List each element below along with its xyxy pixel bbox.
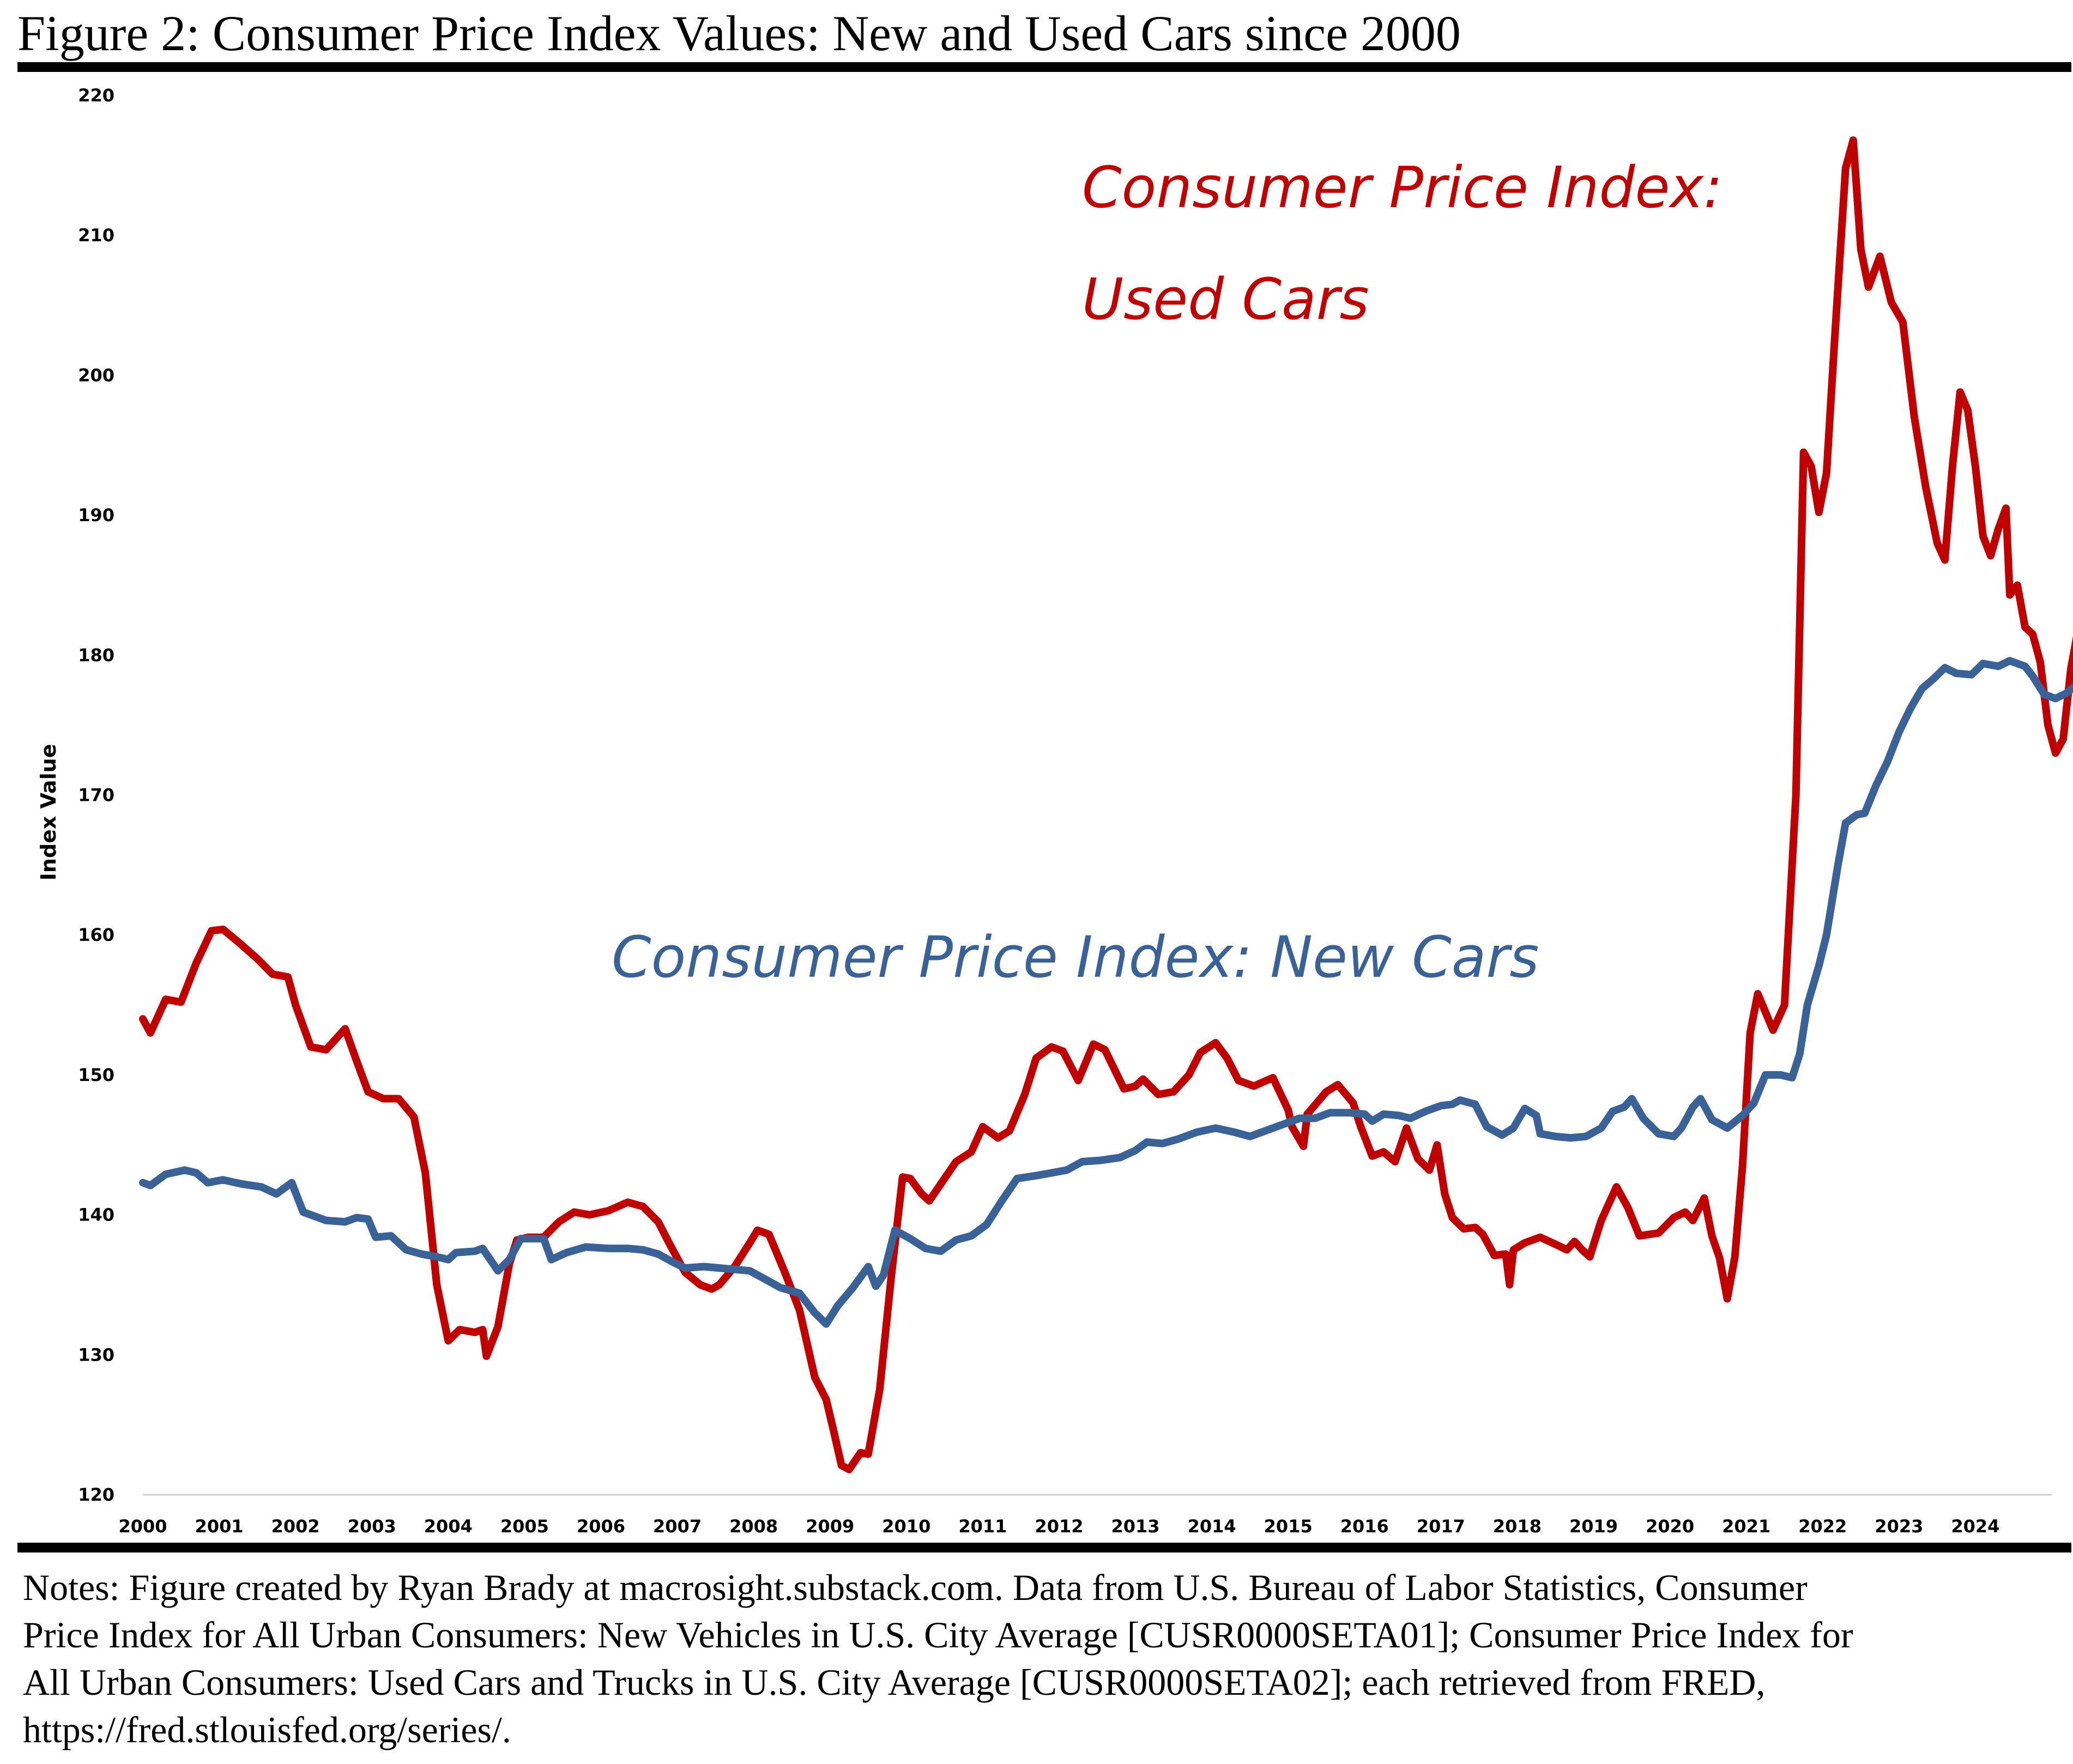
x-tick-label: 2023 (1875, 1516, 1923, 1537)
y-tick-label: 130 (78, 1344, 114, 1365)
y-tick-label: 200 (78, 365, 114, 385)
x-axis-ticks: 2000 2001 2002 2003 2004 2005 2006 2007 2008 2009… (118, 1516, 1999, 1537)
x-tick-label: 2002 (271, 1516, 320, 1537)
new-cars-series-line (139, 657, 2073, 1328)
y-tick-label: 220 (78, 85, 114, 106)
x-tick-label: 2011 (958, 1516, 1007, 1537)
x-tick-label: 2024 (1951, 1516, 1999, 1537)
x-tick-label: 2007 (653, 1516, 702, 1537)
y-axis-title: Index Value (37, 744, 61, 881)
x-tick-label: 2010 (882, 1516, 930, 1537)
y-tick-label: 160 (78, 925, 114, 945)
used-cars-annotation-line-1: Consumer Price Index: (1082, 154, 1723, 221)
x-tick-label: 2004 (424, 1516, 473, 1537)
x-tick-label: 2006 (577, 1516, 625, 1537)
x-tick-label: 2008 (729, 1516, 778, 1537)
y-axis-ticks: 120 130 140 150 160 170 180 190 200 210 220 (78, 85, 114, 1505)
y-tick-label: 190 (78, 505, 114, 525)
y-tick-label: 210 (78, 225, 114, 246)
x-tick-label: 2022 (1798, 1516, 1847, 1537)
x-tick-label: 2012 (1035, 1516, 1083, 1537)
notes-line-3: All Urban Consumers: Used Cars and Truck… (23, 1662, 1766, 1703)
x-tick-label: 2000 (118, 1516, 167, 1537)
x-tick-label: 2009 (806, 1516, 854, 1537)
x-tick-label: 2019 (1569, 1516, 1618, 1537)
y-tick-label: 170 (78, 785, 114, 806)
y-tick-label: 150 (78, 1065, 114, 1085)
x-tick-label: 2020 (1646, 1516, 1694, 1537)
series-layer (139, 136, 2073, 1473)
new-cars-annotation: Consumer Price Index: New Cars (612, 924, 1539, 990)
figure-title: Figure 2: Consumer Price Index Values: N… (17, 5, 1461, 61)
y-tick-label: 180 (78, 645, 114, 666)
x-tick-label: 2016 (1340, 1516, 1389, 1537)
x-tick-label: 2001 (195, 1516, 244, 1537)
notes-line-4: https://fred.stlouisfed.org/series/. (23, 1709, 511, 1750)
x-tick-label: 2013 (1111, 1516, 1160, 1537)
x-tick-label: 2021 (1722, 1516, 1770, 1537)
x-tick-label: 2003 (348, 1516, 396, 1537)
title-rule (17, 62, 2071, 72)
notes-line-2: Price Index for All Urban Consumers: New… (23, 1614, 1853, 1656)
x-tick-label: 2014 (1188, 1516, 1236, 1537)
x-tick-label: 2015 (1264, 1516, 1313, 1537)
x-tick-label: 2018 (1493, 1516, 1542, 1537)
x-tick-label: 2017 (1417, 1516, 1465, 1537)
y-tick-label: 140 (78, 1205, 114, 1225)
notes-rule (17, 1543, 2071, 1552)
x-tick-label: 2005 (500, 1516, 549, 1537)
notes-line-1: Notes: Figure created by Ryan Brady at m… (23, 1567, 1808, 1608)
used-cars-annotation-line-2: Used Cars (1082, 266, 1369, 333)
y-tick-label: 120 (78, 1484, 114, 1505)
